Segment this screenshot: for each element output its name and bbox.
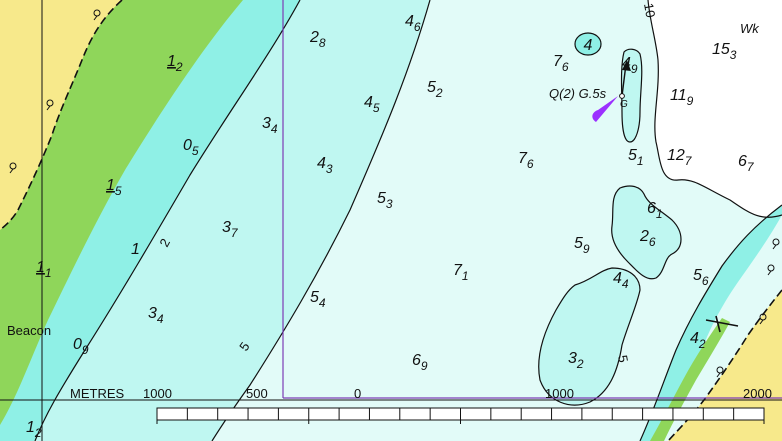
offshore-deep-area — [648, 0, 782, 218]
depth-sounding: 76 — [553, 53, 569, 74]
scale-ticks — [156, 408, 765, 424]
depth-sounding: 127 — [667, 147, 693, 168]
depth-sounding: 76 — [518, 150, 534, 171]
scale-tick-label: 0 — [354, 386, 361, 401]
depth-sounding: 43 — [317, 155, 333, 176]
depth-sounding: 51 — [628, 147, 644, 168]
anchor-icon — [46, 99, 54, 111]
anchor-icon — [772, 238, 780, 250]
depth-sounding: 46 — [405, 13, 421, 34]
shoal-north — [621, 49, 642, 142]
depth-sounding: 119 — [670, 87, 694, 108]
contour-lines — [34, 0, 782, 441]
scale-tick-label: 2000 — [743, 386, 772, 401]
depth-sounding: 59 — [574, 235, 590, 256]
anchor-symbols — [9, 9, 780, 378]
light-characteristic: Q(2) G.5s — [549, 86, 607, 101]
depth-sounding: 12 — [167, 53, 183, 74]
depth-sounding: 69 — [412, 352, 428, 373]
depth-sounding: 44 — [613, 270, 629, 291]
depth-sounding: 34 — [262, 115, 278, 136]
depth-sounding: 67 — [738, 153, 755, 174]
anchor-icon — [759, 313, 767, 325]
depth-sounding: 34 — [148, 305, 164, 326]
depth-sounding: 12 — [26, 419, 42, 440]
buoy-topmark-icon — [622, 60, 631, 71]
contour-label-10: 10 — [641, 2, 658, 19]
depth-sounding: 26 — [639, 228, 656, 249]
depth-sounding: 56 — [693, 267, 709, 288]
depth-sounding: 05 — [183, 137, 199, 158]
buoy-position-icon — [619, 93, 625, 99]
anchor-icon — [93, 9, 101, 21]
scale-title: METRES — [70, 386, 125, 401]
contour-line-2 — [211, 0, 431, 441]
depth-sounding: 11 — [36, 259, 52, 280]
depth-sounding: 71 — [453, 262, 469, 283]
contour-label-5-south: 5 — [615, 354, 631, 364]
depth-sounding: 15 — [106, 177, 122, 198]
beacon-label: Beacon — [7, 323, 51, 338]
depth-sounding: 153 — [712, 41, 737, 62]
land-area-west — [0, 0, 122, 230]
contour-coastal-east — [639, 204, 782, 441]
depth-sounding: 32 — [568, 350, 584, 371]
depth-sounding: 09 — [73, 336, 89, 357]
light-flare — [592, 96, 618, 122]
depth-sounding: 42 — [690, 330, 706, 351]
contour-line-1 — [34, 0, 301, 441]
depth-sounding: 45 — [364, 94, 380, 115]
anchor-icon — [767, 264, 775, 276]
contour-rock — [574, 32, 602, 56]
wreck-label: Wk — [740, 21, 760, 36]
depth-sounding: 52 — [427, 79, 443, 100]
coastal-shallow-east — [640, 205, 782, 441]
depth-sounding: 37 — [222, 219, 239, 240]
rock-depth: 4 — [584, 37, 593, 54]
anchor-icon — [9, 162, 17, 174]
depth-sounding: 53 — [377, 190, 393, 211]
contour-shoal-south — [538, 267, 641, 406]
contour-shoal-north — [620, 48, 643, 143]
depth-sounding: 28 — [309, 29, 326, 50]
drying-line-west — [0, 0, 123, 231]
light-colour: G — [620, 99, 628, 110]
land-area-east — [668, 290, 782, 441]
contour-shoal-east — [611, 185, 682, 280]
rock-shoal — [575, 33, 601, 55]
anchor-icon — [716, 366, 724, 378]
wreck-symbol-icon — [705, 315, 739, 333]
scale-tick-label: 1000 — [143, 386, 172, 401]
shoal-south — [538, 268, 640, 406]
light-buoy — [592, 60, 631, 122]
contour-line-10 — [647, 0, 782, 218]
scale-tick-label: 500 — [246, 386, 268, 401]
depth-sounding: 54 — [310, 289, 326, 310]
shoal-east — [611, 186, 681, 279]
drying-line-east — [667, 289, 782, 441]
scale-bar: METRES 1000 500 0 1000 2000 — [0, 386, 782, 424]
depth-sounding: 1 — [131, 241, 140, 258]
depth-sounding: 61 — [647, 200, 663, 221]
scale-tick-label: 1000 — [545, 386, 574, 401]
